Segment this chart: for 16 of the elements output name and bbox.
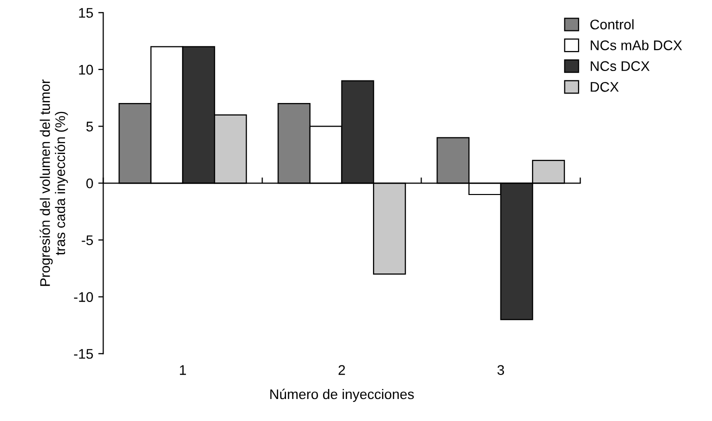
y-tick-label: -5 xyxy=(82,235,93,246)
legend-label: Control xyxy=(590,19,634,30)
x-tick-label: 3 xyxy=(497,365,504,375)
legend-label: NCs DCX xyxy=(590,61,650,72)
y-tick-label: -15 xyxy=(74,349,93,359)
legend-label: DCX xyxy=(590,82,619,92)
x-axis-title: Número de inyecciones xyxy=(270,388,414,402)
x-tick-label: 2 xyxy=(338,365,345,375)
legend-label: NCs mAb DCX xyxy=(590,40,682,50)
y-tick-label: 0 xyxy=(86,178,93,188)
y-tick-label: -10 xyxy=(74,292,93,302)
y-tick-label: 5 xyxy=(86,122,93,132)
y-tick-label: 15 xyxy=(79,8,93,18)
y-axis-title: Progresión del volumen del tumor tras cada inyección (%) xyxy=(40,80,68,286)
y-tick-label: 10 xyxy=(79,64,93,75)
x-tick-label: 1 xyxy=(180,365,186,375)
